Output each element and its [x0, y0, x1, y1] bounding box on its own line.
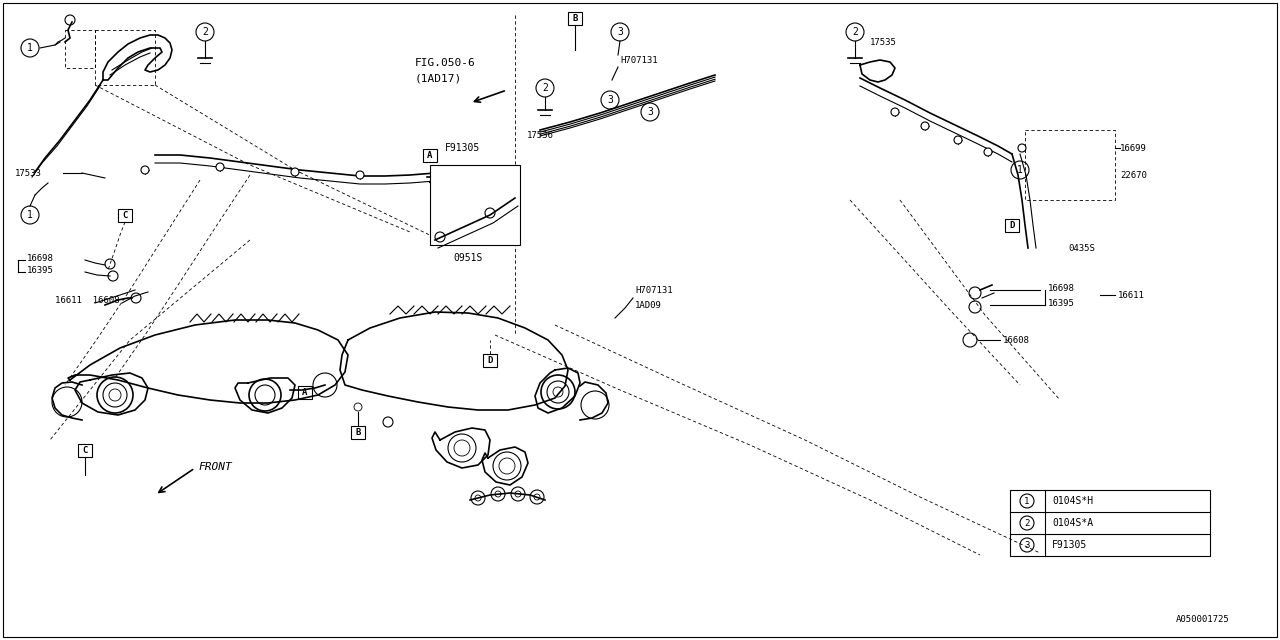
Text: 16699: 16699: [1120, 143, 1147, 152]
Bar: [78, 444, 92, 456]
Text: 22670: 22670: [1120, 170, 1147, 179]
Bar: [1005, 218, 1019, 232]
Text: C: C: [123, 211, 128, 220]
Text: 1: 1: [27, 210, 33, 220]
Circle shape: [291, 168, 300, 176]
Bar: [298, 385, 312, 399]
Circle shape: [891, 108, 899, 116]
Text: 3: 3: [607, 95, 613, 105]
Text: 3: 3: [617, 27, 623, 37]
Bar: [422, 148, 436, 161]
Text: D: D: [1010, 221, 1015, 230]
Circle shape: [216, 163, 224, 171]
Text: 3: 3: [1024, 541, 1029, 550]
Circle shape: [922, 122, 929, 130]
Text: 2: 2: [852, 27, 858, 37]
Bar: [351, 426, 365, 438]
Text: 1: 1: [1018, 165, 1023, 175]
Text: 2: 2: [541, 83, 548, 93]
Circle shape: [984, 148, 992, 156]
Text: 2: 2: [202, 27, 207, 37]
Bar: [568, 12, 582, 24]
Bar: [1010, 490, 1210, 556]
Text: 3: 3: [648, 107, 653, 117]
Text: 17535: 17535: [870, 38, 897, 47]
Text: 17533: 17533: [15, 168, 42, 177]
Text: A050001725: A050001725: [1176, 616, 1230, 625]
Text: D: D: [488, 355, 493, 365]
Text: C: C: [82, 445, 88, 454]
Text: A: A: [302, 387, 307, 397]
Text: F91305: F91305: [1052, 540, 1087, 550]
Text: H707131: H707131: [620, 56, 658, 65]
Text: A: A: [428, 150, 433, 159]
Text: 16698: 16698: [1048, 284, 1075, 292]
Text: 16395: 16395: [27, 266, 54, 275]
Bar: [118, 209, 132, 221]
Text: 0104S*A: 0104S*A: [1052, 518, 1093, 528]
Text: B: B: [572, 13, 577, 22]
Text: H707131: H707131: [635, 285, 672, 294]
Text: 17536: 17536: [527, 131, 554, 140]
Text: FIG.050-6: FIG.050-6: [415, 58, 476, 68]
Text: 16698: 16698: [27, 253, 54, 262]
Text: 2: 2: [1024, 518, 1029, 527]
Text: FRONT: FRONT: [198, 462, 232, 472]
Circle shape: [141, 166, 148, 174]
Text: 16611  16608: 16611 16608: [55, 296, 119, 305]
Bar: [430, 165, 520, 245]
Text: 0104S*H: 0104S*H: [1052, 496, 1093, 506]
Text: 16608: 16608: [1004, 335, 1030, 344]
Text: (1AD17): (1AD17): [415, 73, 462, 83]
Text: 16395: 16395: [1048, 298, 1075, 307]
Circle shape: [954, 136, 963, 144]
Text: 16611: 16611: [1117, 291, 1144, 300]
Text: 1: 1: [27, 43, 33, 53]
Text: B: B: [356, 428, 361, 436]
Bar: [483, 353, 497, 367]
Text: 1: 1: [1024, 497, 1029, 506]
Text: 0435S: 0435S: [1068, 243, 1094, 253]
Text: 0951S: 0951S: [453, 253, 483, 263]
Text: F91305: F91305: [445, 143, 480, 153]
Text: 1AD09: 1AD09: [635, 301, 662, 310]
Circle shape: [356, 171, 364, 179]
